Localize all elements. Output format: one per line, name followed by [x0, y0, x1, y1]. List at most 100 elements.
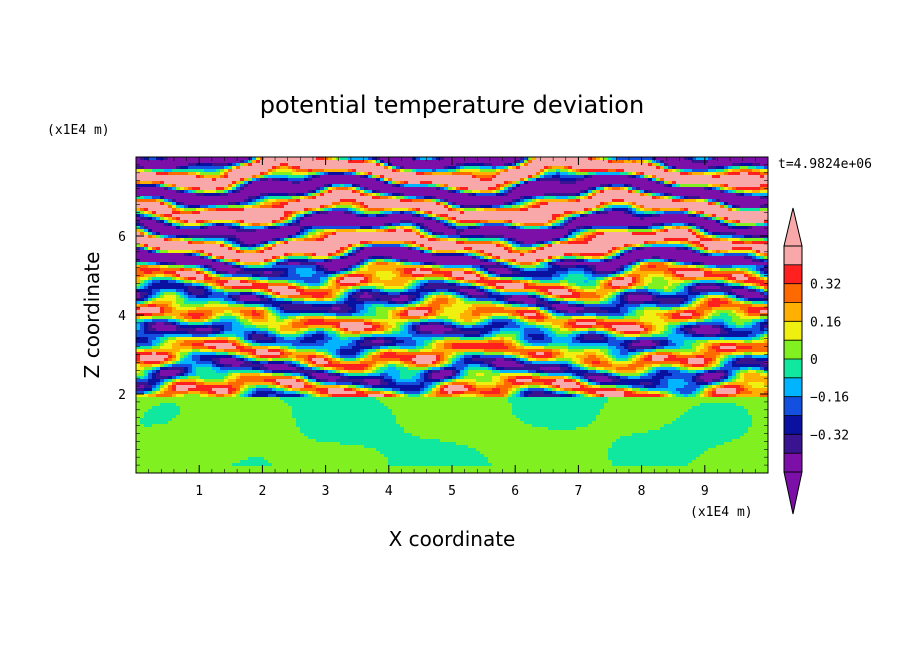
field-cell	[260, 184, 265, 188]
field-cell	[696, 196, 701, 200]
field-cell	[468, 205, 473, 209]
field-cell	[252, 247, 257, 251]
field-cell	[680, 223, 685, 227]
field-cell	[164, 196, 169, 200]
field-cell	[652, 205, 657, 209]
field-cell	[604, 247, 609, 251]
field-cell	[164, 157, 169, 161]
field-cell	[636, 178, 641, 182]
field-cell	[308, 211, 313, 215]
field-cell	[700, 190, 705, 194]
field-cell	[564, 169, 569, 173]
field-cell	[320, 190, 325, 194]
field-cell	[424, 181, 429, 185]
field-cell	[632, 184, 637, 188]
field-cell	[700, 244, 705, 248]
field-cell	[228, 166, 233, 170]
field-cell	[328, 163, 333, 167]
field-cell	[260, 172, 265, 176]
field-cell	[260, 166, 265, 170]
field-cell	[312, 211, 317, 215]
field-cell	[588, 184, 593, 188]
field-cell	[676, 184, 681, 188]
field-cell	[140, 226, 145, 230]
field-cell	[196, 175, 201, 179]
field-cell	[136, 172, 141, 176]
field-cell	[424, 208, 429, 212]
field-cell	[732, 175, 737, 179]
field-cell	[468, 220, 473, 224]
field-cell	[244, 163, 249, 167]
field-cell	[456, 175, 461, 179]
field-cell	[676, 190, 681, 194]
field-cell	[184, 229, 189, 233]
field-cell	[548, 172, 553, 176]
field-cell	[756, 169, 761, 173]
field-cell	[452, 250, 457, 254]
field-cell	[440, 241, 445, 245]
field-cell	[496, 178, 501, 182]
field-cell	[712, 241, 717, 245]
field-cell	[408, 223, 413, 227]
field-cell	[760, 193, 765, 197]
field-cell	[316, 172, 321, 176]
field-cell	[264, 208, 269, 212]
field-cell	[628, 208, 633, 212]
field-cell	[384, 247, 389, 251]
field-cell	[232, 229, 237, 233]
field-cell	[540, 184, 545, 188]
field-cell	[320, 244, 325, 248]
field-cell	[544, 196, 549, 200]
field-cell	[668, 205, 673, 209]
field-cell	[572, 169, 577, 173]
field-cell	[600, 223, 605, 227]
field-cell	[708, 190, 713, 194]
field-cell	[668, 232, 673, 236]
field-cell	[344, 241, 349, 245]
field-cell	[700, 172, 705, 176]
field-cell	[232, 214, 237, 218]
field-cell	[668, 244, 673, 248]
field-cell	[580, 205, 585, 209]
field-cell	[512, 232, 517, 236]
field-cell	[416, 208, 421, 212]
field-cell	[584, 187, 589, 191]
field-cell	[524, 229, 529, 233]
field-cell	[724, 241, 729, 245]
field-cell	[384, 232, 389, 236]
field-cell	[484, 196, 489, 200]
field-cell	[576, 199, 581, 203]
field-cell	[396, 163, 401, 167]
field-cell	[208, 220, 213, 224]
field-cell	[220, 226, 225, 230]
field-cell	[408, 232, 413, 236]
field-cell	[356, 172, 361, 176]
field-cell	[296, 166, 301, 170]
field-cell	[332, 157, 337, 161]
field-cell	[260, 247, 265, 251]
field-cell	[576, 235, 581, 239]
field-cell	[188, 196, 193, 200]
field-cell	[468, 247, 473, 251]
field-cell	[564, 199, 569, 203]
field-cell	[716, 196, 721, 200]
field-cell	[168, 184, 173, 188]
field-cell	[636, 184, 641, 188]
field-cell	[496, 190, 501, 194]
field-cell	[652, 181, 657, 185]
field-cell	[560, 241, 565, 245]
field-cell	[592, 223, 597, 227]
field-cell	[264, 223, 269, 227]
field-cell	[512, 235, 517, 239]
field-cell	[412, 220, 417, 224]
field-cell	[584, 175, 589, 179]
field-cell	[760, 160, 765, 164]
field-cell	[328, 208, 333, 212]
field-cell	[700, 226, 705, 230]
field-cell	[396, 190, 401, 194]
field-cell	[292, 187, 297, 191]
field-cell	[716, 163, 721, 167]
field-cell	[312, 175, 317, 179]
field-cell	[736, 163, 741, 167]
field-cell	[512, 247, 517, 251]
